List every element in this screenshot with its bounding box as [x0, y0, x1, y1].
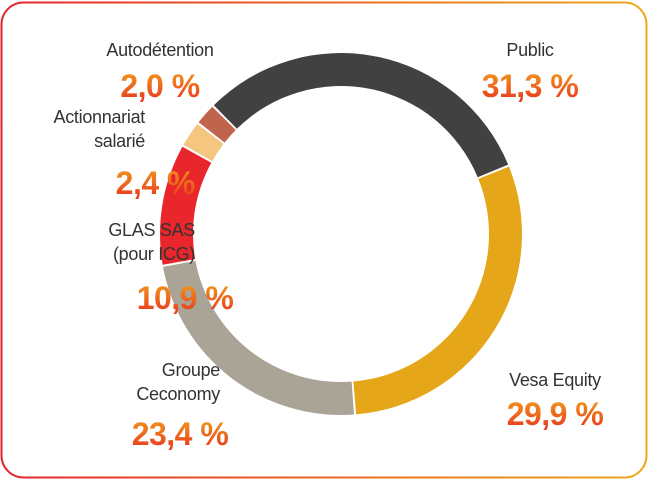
donut: [160, 52, 522, 415]
donut-segment: [198, 106, 236, 143]
segment-label: Autodétention: [106, 40, 214, 60]
value-label: 10,9 %: [85, 280, 285, 316]
value-label: 31,3 %: [430, 68, 630, 104]
donut-segment: [213, 52, 509, 178]
segment-label: Vesa Equity: [509, 370, 601, 390]
donut-segment: [183, 123, 224, 162]
value-label: 2,0 %: [60, 68, 260, 104]
segment-label: Public: [506, 40, 554, 60]
donut-segment: [163, 260, 354, 415]
segment-label: Actionnariat salarié: [53, 107, 146, 151]
value-label: 29,9 %: [455, 396, 649, 432]
segment-label: GLAS SAS (pour ICG): [108, 220, 195, 264]
value-label: 23,4 %: [80, 416, 280, 452]
donut-segment: [353, 166, 522, 415]
value-label: 2,4 %: [0, 165, 196, 201]
donut-segment: [160, 146, 212, 265]
segment-label: Groupe Ceconomy: [136, 360, 220, 404]
